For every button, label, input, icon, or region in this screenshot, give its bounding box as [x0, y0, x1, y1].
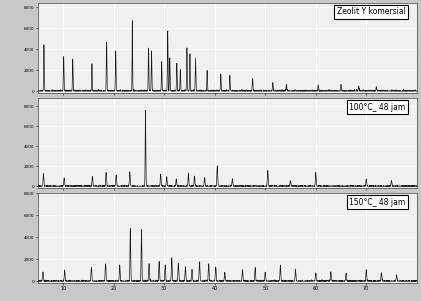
Text: 100°C_ 48 jam: 100°C_ 48 jam: [349, 103, 405, 112]
Text: 150°C_ 48 jam: 150°C_ 48 jam: [349, 198, 405, 207]
Text: Zeolit Y komersial: Zeolit Y komersial: [336, 8, 405, 17]
